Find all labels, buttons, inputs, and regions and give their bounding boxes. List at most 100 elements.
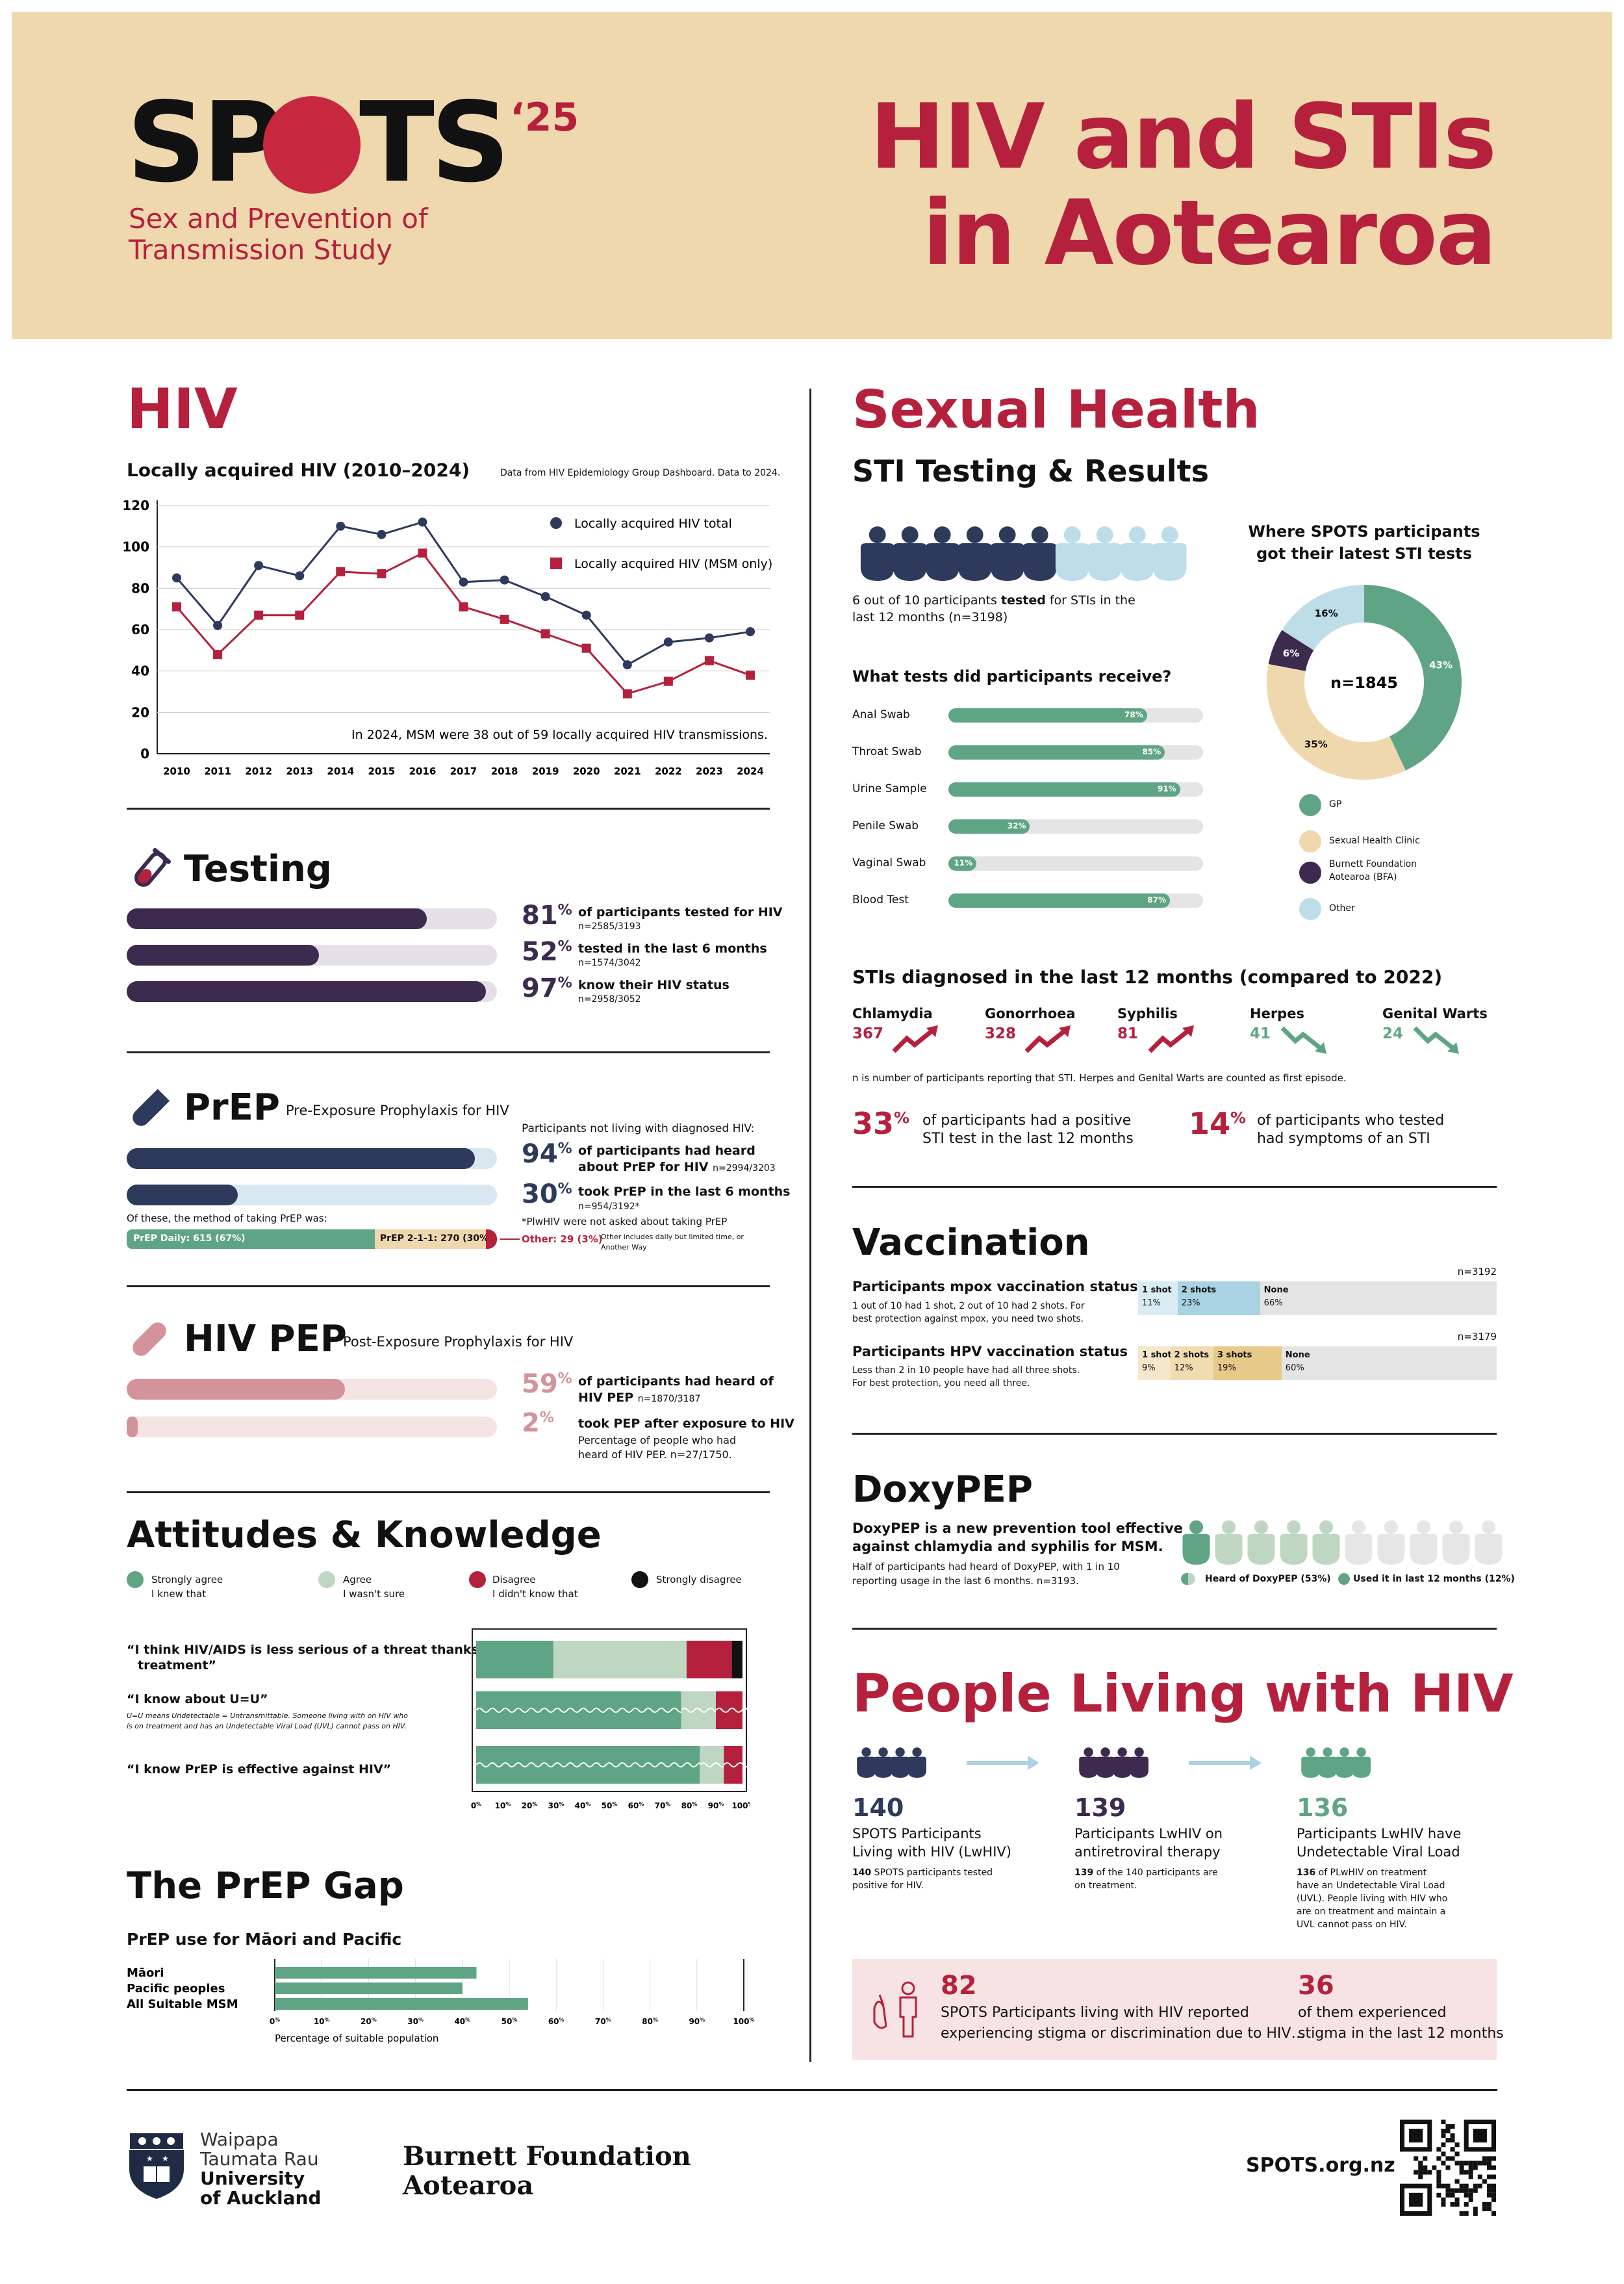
person-icon <box>1152 526 1187 581</box>
person-icon <box>1442 1520 1470 1565</box>
y-tick-label: 80 <box>131 580 149 596</box>
pill-icon <box>133 1088 170 1126</box>
segment-label: 1 shot <box>1142 1285 1172 1295</box>
data-point-msm <box>663 676 673 686</box>
plwh-heading: People Living with HIV <box>852 1663 1514 1724</box>
vaccination-segment: None 60% <box>1281 1346 1497 1380</box>
y-tick-label: 0 <box>140 746 149 762</box>
data-point-msm <box>377 569 387 579</box>
legend-knew: I knew that <box>151 1588 207 1600</box>
diag-heading: STIs diagnosed in the last 12 months (co… <box>852 966 1443 988</box>
data-point-total <box>254 561 264 571</box>
hpv-desc-2: For best protection, you need all three. <box>852 1378 1030 1389</box>
segment-pct: 9% <box>1142 1363 1156 1373</box>
axis-tick-label: 90% <box>708 1801 724 1810</box>
data-point-msm <box>418 548 427 558</box>
stacked-segment <box>553 1641 687 1678</box>
uoa-line-1: Waipapa <box>200 2129 279 2150</box>
axis-tick-label: 50% <box>501 2017 518 2026</box>
data-point-total <box>663 637 673 647</box>
data-point-msm <box>746 671 755 680</box>
stis-name: Herpes <box>1250 1006 1304 1021</box>
legend-swatch <box>1299 862 1321 884</box>
doxypep-legend-heard: Heard of DoxyPEP (53%) <box>1205 1574 1331 1584</box>
data-point-total <box>295 571 305 581</box>
pep-took-bar <box>127 1417 497 1437</box>
logo-text-sp: SP <box>127 79 283 207</box>
stis-count: 328 <box>985 1025 1017 1042</box>
testing-label: tested in the last 6 months <box>578 942 767 956</box>
stis-name: Genital Warts <box>1382 1006 1488 1021</box>
prep-other-segment <box>485 1229 497 1249</box>
stacked-segment <box>476 1641 553 1678</box>
legend-label: GP <box>1329 799 1342 810</box>
segment-label: None <box>1263 1285 1289 1295</box>
x-tick-label: 2022 <box>655 765 682 777</box>
legend-not-sure: I wasn't sure <box>343 1588 405 1600</box>
data-point-total <box>418 517 427 527</box>
stigma-count: 82 <box>941 1971 977 2001</box>
positive-label-1: of participants had a positive <box>922 1112 1132 1129</box>
test-bar-fill: 78% <box>948 708 1147 723</box>
stacked-segment <box>476 1691 681 1729</box>
hpv-title: Participants HPV vaccination status <box>852 1344 1128 1359</box>
test-bar-track: 11% <box>948 856 1203 871</box>
attitudes-stacked-chart: 0% 10% 20% 30% 40% 50% 60% 70% 80% 90% 100% <box>471 1628 750 1810</box>
stigma-recent-count: 36 <box>1298 1971 1334 2001</box>
testing-label: of participants tested for HIV <box>578 905 783 919</box>
uoa-line-2: Taumata Rau <box>200 2148 319 2170</box>
test-bar-pct: 11% <box>954 858 973 867</box>
where-title-1: Where SPOTS participants <box>1248 522 1480 541</box>
person-icon <box>990 526 1024 581</box>
vaccination-segment: 3 shots 19% <box>1213 1346 1282 1380</box>
spots-url[interactable]: SPOTS.org.nz <box>1246 2154 1395 2177</box>
prep-method-label: Of these, the method of taking PrEP was: <box>127 1213 327 1224</box>
test-label: Throat Swab <box>852 745 922 758</box>
test-bar-track: 32% <box>948 819 1203 834</box>
test-bar-fill: 32% <box>948 819 1030 834</box>
person-icon <box>1352 1747 1371 1778</box>
divider-pep <box>127 1491 770 1493</box>
plwh-count: 140 <box>852 1793 904 1822</box>
donut-legend: GP Sexual Health Clinic Burnett Foundation… <box>1299 794 1494 924</box>
attitude-q2-note-2: is on treatment and has an Undetectable … <box>127 1722 407 1730</box>
data-point-total <box>336 521 346 531</box>
svg-text:★: ★ <box>162 2154 169 2163</box>
data-point-msm <box>581 643 591 653</box>
symptoms-label-1: of participants who tested <box>1257 1112 1445 1129</box>
donut-slice-label: 6% <box>1283 647 1299 659</box>
x-tick-label: 2019 <box>532 765 559 777</box>
arrow-right-icon <box>1189 1756 1262 1770</box>
divider-vacc <box>852 1433 1497 1435</box>
stis-count: 81 <box>1117 1025 1139 1042</box>
hiv-heading: HIV <box>127 377 238 442</box>
doxypep-desc-2: against chlamydia and syphilis for MSM. <box>852 1539 1163 1554</box>
trend-up-icon <box>1024 1025 1071 1053</box>
segment-pct: 19% <box>1217 1363 1236 1373</box>
qr-code-icon[interactable] <box>1400 2120 1496 2216</box>
person-icon <box>1215 1520 1243 1565</box>
test-label: Penile Swab <box>852 819 919 832</box>
y-tick-label: 20 <box>131 704 149 720</box>
testing-pct: 52% <box>522 937 572 967</box>
attitudes-legend: Strongly agree I knew that Agree I wasn'… <box>127 1571 770 1610</box>
legend-swatch-lightgreen <box>318 1571 335 1588</box>
prep-heard-bar <box>127 1148 497 1169</box>
x-tick-label: 2012 <box>245 765 272 777</box>
legend-label: Burnett Foundation <box>1329 859 1417 869</box>
series-line <box>175 552 751 695</box>
data-point-total <box>459 577 468 587</box>
axis-tick-label: 30% <box>548 1801 565 1810</box>
testing-bar-fill <box>127 945 320 966</box>
footer-divider <box>127 2089 1497 2091</box>
test-bar-fill: 91% <box>948 782 1180 797</box>
hiv-chart-title: Locally acquired HIV (2010–2024) <box>127 459 470 481</box>
sti-testing-heading: STI Testing & Results <box>852 454 1209 489</box>
person-icon <box>1475 1520 1503 1565</box>
legend-swatch <box>1299 898 1321 920</box>
prep-took-label: took PrEP in the last 6 months <box>578 1185 791 1199</box>
person-icon <box>1335 1747 1354 1778</box>
prep-heard-label-1: of participants had heard <box>578 1144 755 1158</box>
plwh-desc: 136 of PLwHIV on treatment <box>1297 1867 1427 1878</box>
plwh-desc: have an Undetectable Viral Load <box>1297 1880 1445 1891</box>
